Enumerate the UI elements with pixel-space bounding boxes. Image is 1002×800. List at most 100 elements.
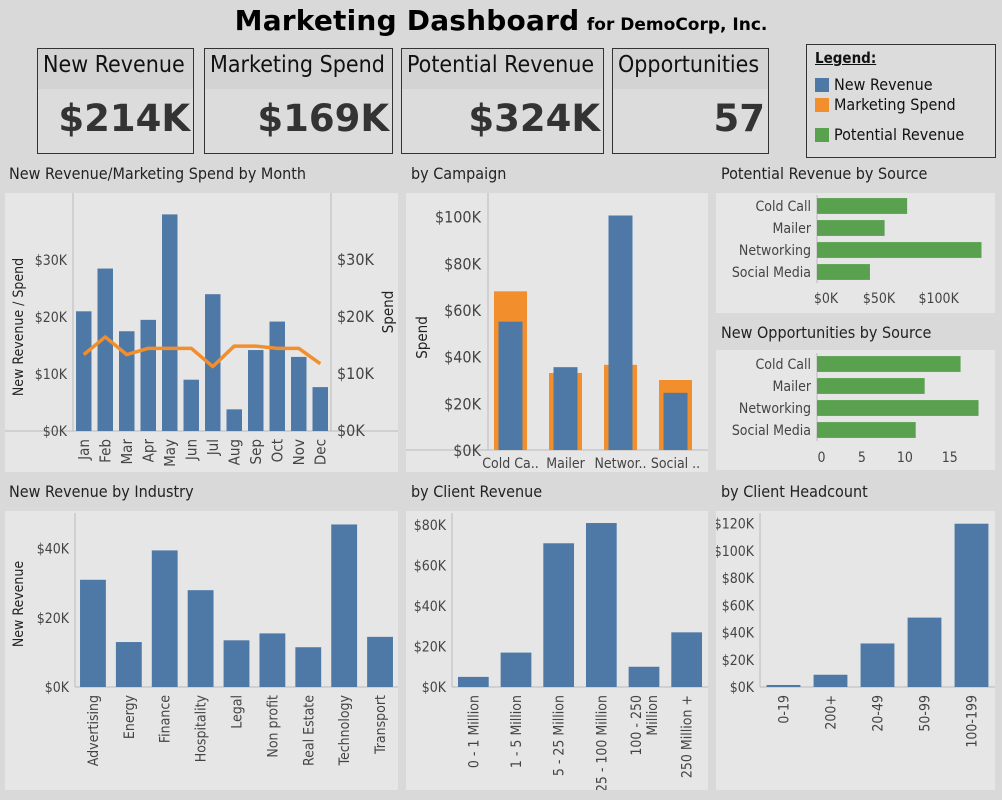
kpi-new-revenue: New Revenue $214K (37, 48, 194, 154)
x-tick-label: 0 - 1 Million (466, 695, 482, 768)
x-tick-label: Jun (182, 439, 200, 461)
y-tick-label: $80K (722, 571, 755, 587)
bar (331, 524, 358, 687)
kpi-opportunities: Opportunities 57 (612, 48, 769, 154)
x-tick-label: Finance (158, 695, 174, 743)
x-tick-label: Feb (96, 439, 114, 463)
legend-item-new-revenue: New Revenue (815, 75, 933, 94)
chart-campaign-panel: $0K $20K $40K $60K $80K $100K Cold Ca.. Mailer N… (406, 193, 708, 472)
chart-client-revenue-panel: $0K $20K $40K $60K $80K 0 - 1 Million 1 - 5 Mi… (406, 511, 708, 792)
x-tick-label: Non profit (265, 695, 281, 758)
bar (119, 331, 135, 431)
legend-swatch (815, 97, 829, 112)
x-tick-label: $50K (863, 291, 896, 307)
x-tick-label: $100K (919, 291, 960, 307)
bar (80, 579, 106, 687)
x-tick-label: Transport (373, 695, 389, 755)
bar (628, 666, 660, 687)
bar (367, 636, 393, 687)
y-tick-label: $60K (414, 559, 447, 575)
bar (162, 214, 178, 431)
bar (860, 643, 895, 687)
x-tick-label: Technology (337, 694, 353, 766)
chart-potential-source-panel: Cold Call Mailer Networking Social Media $0K… (716, 193, 995, 313)
kpi-value: 57 (713, 97, 766, 140)
y-tick-label: $20K (414, 640, 447, 656)
panel-title-monthly: New Revenue/Marketing Spend by Month (9, 164, 307, 183)
x-tick-label: Energy (122, 694, 138, 739)
bar-revenue (498, 321, 523, 450)
x-tick-label: Networ.. (594, 456, 646, 472)
bar (457, 676, 489, 687)
x-tick-label-group: 0 - 1 Million (466, 695, 482, 768)
chart-potential-source: Cold Call Mailer Networking Social Media$0K… (732, 195, 982, 307)
bar (205, 294, 221, 431)
bar (187, 590, 214, 687)
y-tick-label: $0K (45, 680, 70, 696)
x-tick-label: Oct (268, 439, 286, 462)
legend-label: Potential Revenue (834, 125, 965, 144)
y-tick-label: $0K (453, 441, 481, 460)
bar-revenue (608, 215, 633, 450)
x-tick-label: Nov (290, 439, 308, 465)
x-tick-label-group: 5 - 25 Million (552, 695, 568, 776)
y2-tick-label: $30K (337, 250, 374, 269)
y-axis-title: New Revenue / Spend (11, 258, 27, 396)
y-tick-label: Cold Call (755, 357, 811, 373)
panel-title-client-headcount: by Client Headcount (721, 482, 868, 501)
x-tick-label: Jan (75, 439, 93, 461)
x-tick-label: 25 - 100 Million (594, 695, 610, 790)
x-tick-label: Hospitality (194, 694, 210, 762)
x-tick-label-group: Hospitality (194, 694, 210, 762)
x-tick-label: 100 - 250 (629, 695, 645, 756)
bar (817, 220, 885, 236)
chart-client-headcount-panel: $0K $20K $40K $60K $80K $100K $120K 0-19 200+ 20-… (714, 511, 995, 790)
y-tick-label: $100K (435, 208, 482, 227)
chart-monthly-panel: $0K $0K $10K $10K $20K $20K $30K $30K Jan Feb Mar A… (5, 193, 398, 472)
chart-client-headcount: $0K $20K $40K $60K $80K $100K $120K 0-19 200+ 20-… (714, 513, 995, 748)
x-tick-label: Cold Ca.. (482, 456, 539, 472)
bar (151, 550, 178, 687)
y-tick-label: $40K (414, 599, 447, 615)
bar (766, 684, 801, 687)
x-tick-label: Mar (118, 439, 136, 465)
x-tick-label: 1 - 5 Million (509, 695, 525, 768)
bar (585, 523, 617, 687)
bar (817, 378, 925, 394)
y-tick-label: $60K (722, 598, 755, 614)
bar (291, 356, 307, 431)
y-tick-label: $0K (43, 424, 68, 440)
kpi-label: Marketing Spend (205, 49, 392, 89)
y-tick-label: $20K (35, 310, 68, 326)
y-tick-label: $40K (722, 626, 755, 642)
bar (813, 674, 848, 687)
kpi-label: Potential Revenue (402, 49, 603, 89)
bar (817, 198, 908, 214)
x-tick-label-group: 200+ (824, 695, 840, 730)
chart-industry-panel: $0K $20K $40K Advertising Energy Finance Hospi… (5, 511, 398, 790)
panel-title-industry: New Revenue by Industry (9, 482, 194, 501)
bar (817, 400, 979, 416)
y-axis-title: Spend (413, 316, 431, 359)
kpi-marketing-spend: Marketing Spend $169K (204, 48, 393, 154)
x-tick-label: Social .. (651, 456, 700, 472)
x-tick-label: Dec (311, 439, 329, 465)
x-tick-label: 0 (817, 450, 825, 466)
y-tick-label: Mailer (772, 221, 811, 237)
bar (817, 356, 961, 372)
y2-axis-title: Spend (379, 291, 397, 334)
x-tick-label: 5 (858, 450, 866, 466)
y-tick-label: $80K (414, 518, 447, 534)
x-tick-label-group: Finance (158, 695, 174, 743)
x-tick-label-group: 0-19 (777, 695, 793, 724)
x-tick-label: Mailer (546, 456, 585, 472)
x-tick-label: 15 (942, 450, 958, 466)
x-tick-label: Legal (230, 695, 246, 729)
bar (97, 268, 113, 431)
y-tick-label: Social Media (732, 423, 811, 439)
y-tick-label: $10K (35, 367, 68, 383)
bar (907, 617, 942, 687)
chart-campaign: $0K $20K $40K $60K $80K $100K Cold Ca.. Mailer N… (406, 193, 708, 472)
chart-industry: $0K $20K $40K Advertising Energy Finance Hospi… (11, 513, 398, 766)
